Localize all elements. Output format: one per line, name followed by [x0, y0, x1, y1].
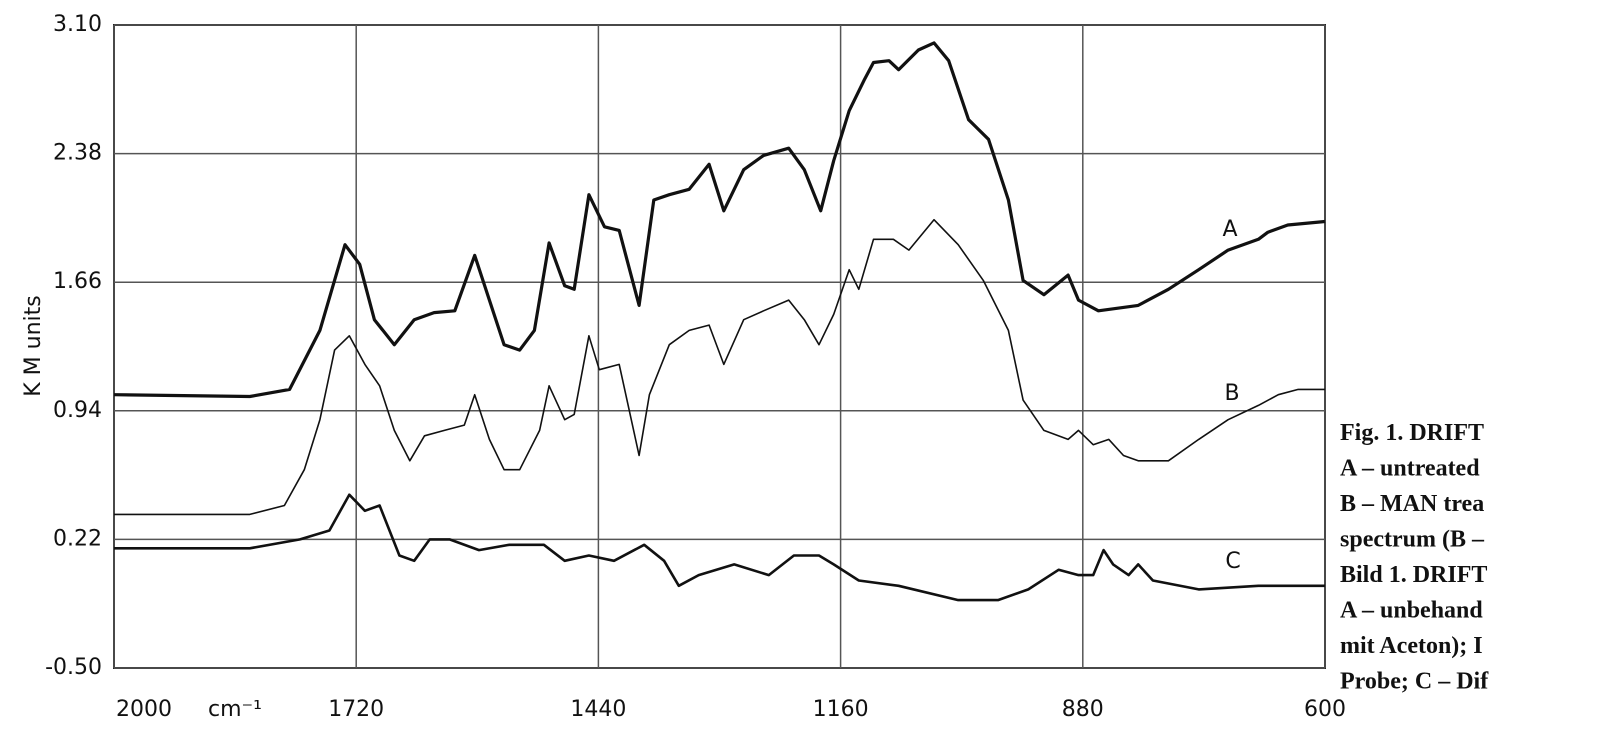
- y-axis-label: K M units: [21, 295, 46, 396]
- caption-line: A – unbehand: [1340, 598, 1483, 624]
- y-tick-label: -0.50: [45, 655, 102, 680]
- x-tick-label: 1440: [570, 697, 626, 722]
- spectrum-line: [113, 41, 1326, 399]
- caption-line: B – MAN trea: [1340, 491, 1484, 517]
- caption-line: Probe; C – Dif: [1340, 669, 1489, 695]
- y-tick-label: 0.94: [53, 398, 102, 423]
- y-tick-label: 1.66: [53, 269, 102, 294]
- spectrum-line: [114, 493, 1325, 602]
- y-tick-label: 0.22: [53, 526, 102, 551]
- x-axis-label: cm⁻¹: [208, 697, 262, 722]
- y-tick-label: 2.38: [53, 141, 102, 166]
- caption-line: Fig. 1. DRIFT: [1340, 420, 1484, 446]
- caption-line: spectrum (B –: [1340, 527, 1485, 553]
- series-label: C: [1225, 549, 1240, 574]
- x-tick-label: 2000: [116, 697, 172, 722]
- x-tick-label: 1160: [813, 697, 869, 722]
- x-tick-label: 880: [1062, 697, 1104, 722]
- spectrum-line: [114, 218, 1325, 516]
- caption-line: mit Aceton); I: [1340, 633, 1483, 659]
- x-tick-label: 1720: [328, 697, 384, 722]
- series-label: A: [1222, 217, 1237, 242]
- x-tick-label: 600: [1304, 697, 1346, 722]
- caption-line: A – untreated: [1340, 456, 1480, 482]
- y-tick-label: 3.10: [53, 12, 102, 37]
- series-label: B: [1224, 381, 1239, 406]
- caption-line: Bild 1. DRIFT: [1340, 562, 1487, 588]
